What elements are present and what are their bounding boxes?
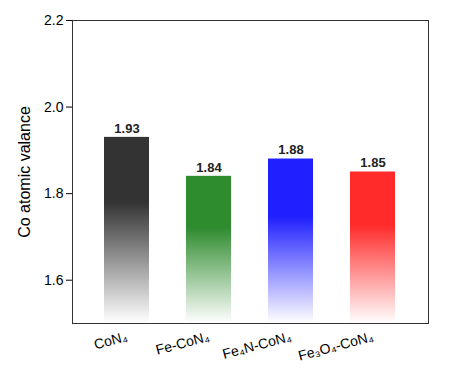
svg-text:CoN₄: CoN₄ <box>92 328 129 352</box>
svg-text:Fe₃O₄-CoN₄: Fe₃O₄-CoN₄ <box>296 328 375 363</box>
svg-text:2.0: 2.0 <box>44 99 64 115</box>
svg-text:1.88: 1.88 <box>278 142 303 157</box>
svg-text:1.93: 1.93 <box>114 121 139 136</box>
svg-text:Fe₄N-CoN₄: Fe₄N-CoN₄ <box>221 328 294 362</box>
svg-text:1.84: 1.84 <box>196 159 222 174</box>
svg-text:Co atomic valance: Co atomic valance <box>16 106 33 238</box>
svg-text:1.6: 1.6 <box>44 272 64 288</box>
svg-text:2.2: 2.2 <box>44 12 64 28</box>
svg-text:1.8: 1.8 <box>44 185 64 201</box>
svg-text:1.85: 1.85 <box>360 155 385 170</box>
svg-text:Fe-CoN₄: Fe-CoN₄ <box>154 328 211 358</box>
